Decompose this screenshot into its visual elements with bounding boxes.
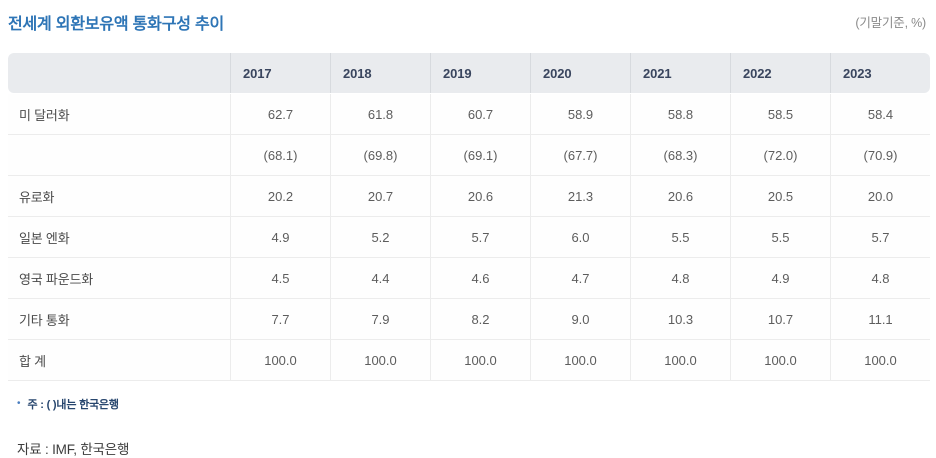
source-text: 자료 : IMF, 한국은행 — [17, 442, 130, 457]
value-cell: 11.1 — [830, 299, 930, 339]
value-cell: 58.9 — [530, 94, 630, 134]
column-header-2019: 2019 — [430, 53, 530, 93]
table-header-row: 2017 2018 2019 2020 2021 2022 2023 — [8, 53, 930, 93]
value-cell: 10.3 — [630, 299, 730, 339]
table-row: 기타 통화 7.7 7.9 8.2 9.0 10.3 10.7 11.1 — [8, 299, 930, 340]
value-cell: 60.7 — [430, 94, 530, 134]
value-cell: 58.8 — [630, 94, 730, 134]
table-row: 유로화 20.2 20.7 20.6 21.3 20.6 20.5 20.0 — [8, 176, 930, 217]
row-label: 영국 파운드화 — [19, 271, 93, 287]
row-label: 미 달러화 — [19, 107, 70, 123]
value-cell: 4.8 — [630, 258, 730, 298]
page-title: 전세계 외환보유액 통화구성 추이 — [8, 16, 225, 33]
footnote-text: 주 : ( )내는 한국은행 — [27, 399, 119, 411]
table-header-label-cell — [8, 53, 230, 93]
table-row: 합 계 100.0 100.0 100.0 100.0 100.0 100.0 100.0 — [8, 340, 930, 381]
value-cell: (68.3) — [630, 135, 730, 175]
value-cell: 9.0 — [530, 299, 630, 339]
table-body: 미 달러화 62.7 61.8 60.7 58.9 58.8 58.5 58.4 (68.1)(… — [8, 94, 930, 381]
value-cell: 20.0 — [830, 176, 930, 216]
value-cell: 5.7 — [830, 217, 930, 257]
value-cell: 5.7 — [430, 217, 530, 257]
column-header-2021: 2021 — [630, 53, 730, 93]
value-cell: 8.2 — [430, 299, 530, 339]
value-cell: 100.0 — [330, 340, 430, 380]
value-cell: 62.7 — [230, 94, 330, 134]
value-cell: 20.7 — [330, 176, 430, 216]
row-label: 유로화 — [19, 189, 55, 205]
value-cell: 7.7 — [230, 299, 330, 339]
value-cell: (70.9) — [830, 135, 930, 175]
table-row: 영국 파운드화 4.5 4.4 4.6 4.7 4.8 4.9 4.8 — [8, 258, 930, 299]
value-cell: (69.1) — [430, 135, 530, 175]
row-label: 합 계 — [19, 353, 46, 369]
value-cell: 100.0 — [730, 340, 830, 380]
row-label: 일본 엔화 — [19, 230, 70, 246]
value-cell: 20.6 — [630, 176, 730, 216]
table-row: (68.1) (69.8) (69.1) (67.7) (68.3) (72.0) (70.… — [8, 135, 930, 176]
bullet-icon: • — [17, 398, 21, 409]
value-cell: 4.7 — [530, 258, 630, 298]
value-cell: 4.5 — [230, 258, 330, 298]
value-cell: 5.5 — [730, 217, 830, 257]
value-cell: 21.3 — [530, 176, 630, 216]
column-header-2023: 2023 — [830, 53, 930, 93]
value-cell: 100.0 — [830, 340, 930, 380]
value-cell: 20.2 — [230, 176, 330, 216]
value-cell: 6.0 — [530, 217, 630, 257]
footnote: • 주 : ( )내는 한국은행 — [8, 396, 928, 412]
unit-label: (기말기준, %) — [855, 16, 926, 30]
value-cell: 4.4 — [330, 258, 430, 298]
value-cell: 58.4 — [830, 94, 930, 134]
value-cell: 4.8 — [830, 258, 930, 298]
table-row: 미 달러화 62.7 61.8 60.7 58.9 58.8 58.5 58.4 — [8, 94, 930, 135]
value-cell: 10.7 — [730, 299, 830, 339]
value-cell: 58.5 — [730, 94, 830, 134]
value-cell: (69.8) — [330, 135, 430, 175]
value-cell: 100.0 — [630, 340, 730, 380]
value-cell: 20.6 — [430, 176, 530, 216]
value-cell: 4.9 — [230, 217, 330, 257]
table-row: 일본 엔화 4.9 5.2 5.7 6.0 5.5 5.5 5.7 — [8, 217, 930, 258]
column-header-2017: 2017 — [230, 53, 330, 93]
value-cell: 5.2 — [330, 217, 430, 257]
row-label — [8, 135, 230, 175]
title-bar: 전세계 외환보유액 통화구성 추이 (기말기준, %) — [8, 10, 928, 34]
column-header-2020: 2020 — [530, 53, 630, 93]
value-cell: 100.0 — [230, 340, 330, 380]
currency-composition-table: 2017 2018 2019 2020 2021 2022 2023 미 달러화 62.7 61… — [8, 53, 930, 381]
value-cell: (68.1) — [230, 135, 330, 175]
column-header-2018: 2018 — [330, 53, 430, 93]
row-label: 기타 통화 — [19, 312, 70, 328]
value-cell: (67.7) — [530, 135, 630, 175]
value-cell: 100.0 — [430, 340, 530, 380]
value-cell: 7.9 — [330, 299, 430, 339]
value-cell: 20.5 — [730, 176, 830, 216]
value-cell: 5.5 — [630, 217, 730, 257]
value-cell: 61.8 — [330, 94, 430, 134]
value-cell: 100.0 — [530, 340, 630, 380]
value-cell: 4.6 — [430, 258, 530, 298]
value-cell: 4.9 — [730, 258, 830, 298]
column-header-2022: 2022 — [730, 53, 830, 93]
value-cell: (72.0) — [730, 135, 830, 175]
